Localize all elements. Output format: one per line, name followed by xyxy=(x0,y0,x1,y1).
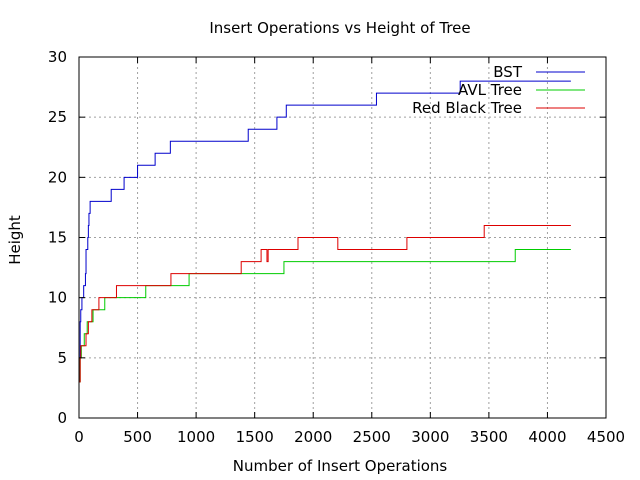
y-tick-label: 20 xyxy=(48,168,67,186)
x-tick-label: 500 xyxy=(123,428,152,446)
x-tick-label: 4000 xyxy=(528,428,566,446)
x-tick-label: 2000 xyxy=(294,428,332,446)
chart-title: Insert Operations vs Height of Tree xyxy=(209,19,470,37)
axis-ticks: 0 500 1000 1500 2000 2500 3000 3500 4000 4500 0 5 10… xyxy=(48,48,625,446)
x-tick-label: 1500 xyxy=(236,428,274,446)
y-tick-label: 30 xyxy=(48,48,67,66)
series-line-avl-tree xyxy=(79,249,571,383)
plot-frame xyxy=(78,56,607,419)
x-tick-label: 0 xyxy=(74,428,84,446)
series-line-red-black-tree xyxy=(79,224,571,383)
gridlines xyxy=(79,57,606,418)
x-tick-label: 1000 xyxy=(177,428,215,446)
y-tick-label: 10 xyxy=(48,289,67,307)
data-series xyxy=(79,80,571,383)
series-line-bst xyxy=(79,80,571,383)
y-tick-label: 25 xyxy=(48,108,67,126)
legend-label: BST xyxy=(493,63,523,81)
x-tick-label: 3500 xyxy=(470,428,508,446)
x-tick-label: 3000 xyxy=(411,428,449,446)
y-tick-label: 15 xyxy=(48,229,67,247)
legend-label: AVL Tree xyxy=(458,81,522,99)
y-tick-label: 5 xyxy=(57,349,67,367)
x-axis-label: Number of Insert Operations xyxy=(233,457,448,475)
legend-label: Red Black Tree xyxy=(412,99,522,117)
x-tick-label: 4500 xyxy=(587,428,625,446)
y-tick-label: 0 xyxy=(57,409,67,427)
x-tick-label: 2500 xyxy=(353,428,391,446)
y-axis-label: Height xyxy=(6,215,24,265)
